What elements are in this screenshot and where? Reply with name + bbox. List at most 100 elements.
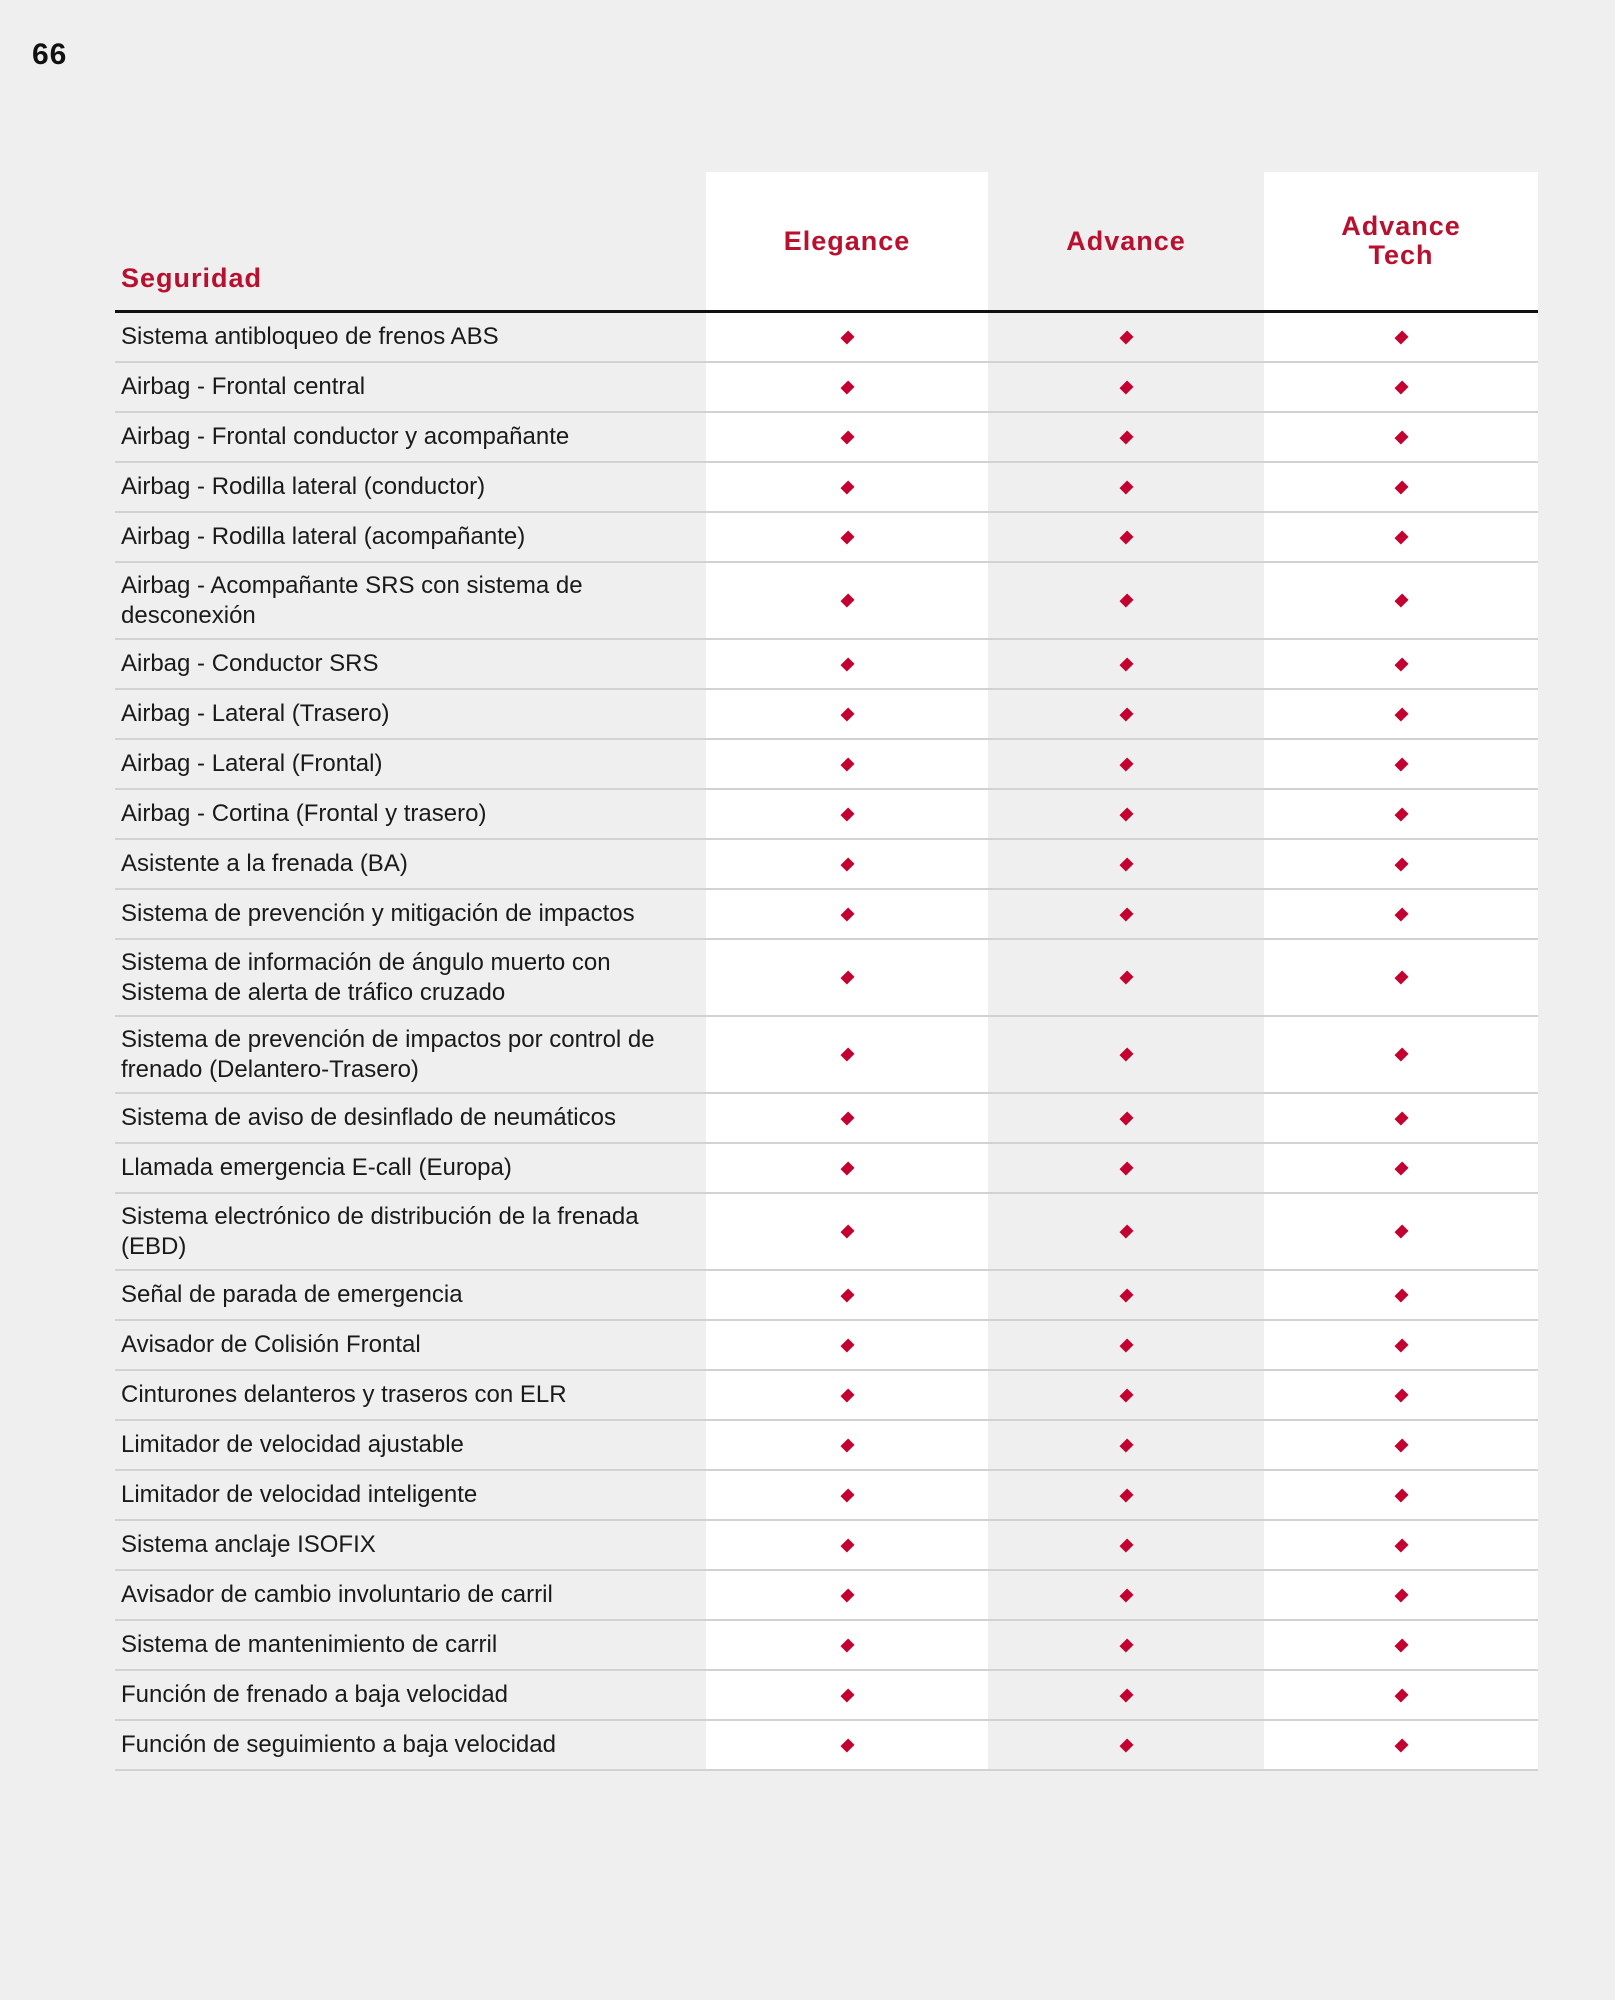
diamond-icon (1118, 806, 1134, 822)
feature-cell-advance-tech (1264, 890, 1538, 938)
feature-cell-elegance (706, 1321, 988, 1369)
feature-cell-elegance (706, 313, 988, 361)
feature-cell-elegance (706, 840, 988, 888)
table-row: Función de seguimiento a baja velocidad (115, 1721, 1538, 1771)
feature-cell-advance-tech (1264, 563, 1538, 638)
feature-cell-elegance (706, 1521, 988, 1569)
feature-label: Sistema de prevención y mitigación de im… (121, 900, 635, 927)
feature-cell-elegance (706, 940, 988, 1015)
feature-cell-elegance (706, 1671, 988, 1719)
feature-cell-advance-tech (1264, 690, 1538, 738)
feature-label: Airbag - Conductor SRS (121, 650, 379, 677)
feature-cell-advance (988, 1321, 1264, 1369)
feature-label: Airbag - Rodilla lateral (conductor) (121, 473, 486, 500)
feature-cell-advance (988, 1521, 1264, 1569)
feature-label: Airbag - Frontal conductor y acompañante (121, 423, 570, 450)
column-label: Advance Tech (1341, 211, 1461, 270)
diamond-icon (839, 1337, 855, 1353)
column-label: Elegance (783, 225, 911, 256)
feature-cell-advance (988, 1017, 1264, 1092)
diamond-icon (1118, 1437, 1134, 1453)
feature-cell-advance (988, 1194, 1264, 1269)
table-row: Cinturones delanteros y traseros con ELR (115, 1371, 1538, 1421)
table-row: Sistema de aviso de desinflado de neumát… (115, 1094, 1538, 1144)
feature-cell-elegance (706, 363, 988, 411)
diamond-icon (839, 1387, 855, 1403)
diamond-icon (1393, 1287, 1409, 1303)
feature-cell-advance (988, 790, 1264, 838)
feature-cell-advance (988, 890, 1264, 938)
feature-label: Airbag - Cortina (Frontal y trasero) (121, 800, 487, 827)
feature-cell-advance (988, 313, 1264, 361)
feature-cell-advance-tech (1264, 740, 1538, 788)
table-row: Sistema de mantenimiento de carril (115, 1621, 1538, 1671)
feature-label: Airbag - Lateral (Trasero) (121, 700, 390, 727)
diamond-icon (839, 379, 855, 395)
diamond-icon (1393, 806, 1409, 822)
feature-label: Avisador de cambio involuntario de carri… (121, 1581, 553, 1608)
column-header-advance: Advance (988, 172, 1264, 310)
diamond-icon (1393, 1487, 1409, 1503)
diamond-icon (1118, 906, 1134, 922)
diamond-icon (1118, 1737, 1134, 1753)
feature-cell-advance-tech (1264, 1144, 1538, 1192)
feature-cell-elegance (706, 1194, 988, 1269)
feature-label: Cinturones delanteros y traseros con ELR (121, 1381, 567, 1408)
feature-cell-elegance (706, 413, 988, 461)
diamond-icon (1118, 1110, 1134, 1126)
table-row: Airbag - Frontal conductor y acompañante (115, 413, 1538, 463)
diamond-icon (1393, 1637, 1409, 1653)
feature-cell-elegance (706, 1271, 988, 1319)
diamond-icon (1393, 1737, 1409, 1753)
diamond-icon (839, 1047, 855, 1062)
table-row: Avisador de Colisión Frontal (115, 1321, 1538, 1371)
diamond-icon (1393, 1110, 1409, 1126)
feature-cell-advance-tech (1264, 790, 1538, 838)
diamond-icon (839, 856, 855, 872)
column-label: Advance (1066, 225, 1186, 256)
feature-cell-advance (988, 1421, 1264, 1469)
feature-cell-advance-tech (1264, 1017, 1538, 1092)
feature-cell-advance (988, 1271, 1264, 1319)
diamond-icon (1393, 593, 1409, 608)
table-row: Sistema electrónico de distribución de l… (115, 1194, 1538, 1271)
section-title: Seguridad (121, 263, 263, 293)
diamond-icon (1118, 593, 1134, 608)
diamond-icon (1118, 1487, 1134, 1503)
feature-cell-advance-tech (1264, 1521, 1538, 1569)
feature-label: Limitador de velocidad ajustable (121, 1431, 464, 1458)
diamond-icon (839, 1737, 855, 1753)
diamond-icon (1118, 1687, 1134, 1703)
table-row: Señal de parada de emergencia (115, 1271, 1538, 1321)
table-header: Seguridad Elegance Advance Advance Tech (115, 172, 1538, 313)
diamond-icon (1393, 429, 1409, 445)
diamond-icon (1118, 379, 1134, 395)
feature-cell-advance (988, 363, 1264, 411)
diamond-icon (1393, 1337, 1409, 1353)
feature-cell-elegance (706, 890, 988, 938)
diamond-icon (839, 1110, 855, 1126)
diamond-icon (1393, 1437, 1409, 1453)
table-row: Sistema antibloqueo de frenos ABS (115, 313, 1538, 363)
table-row: Asistente a la frenada (BA) (115, 840, 1538, 890)
feature-cell-advance-tech (1264, 1421, 1538, 1469)
diamond-icon (1118, 1587, 1134, 1603)
feature-cell-advance-tech (1264, 640, 1538, 688)
feature-cell-advance-tech (1264, 1471, 1538, 1519)
table-row: Sistema de prevención de impactos por co… (115, 1017, 1538, 1094)
feature-cell-elegance (706, 640, 988, 688)
diamond-icon (1393, 1687, 1409, 1703)
feature-label: Sistema anclaje ISOFIX (121, 1531, 376, 1558)
feature-cell-advance (988, 1471, 1264, 1519)
diamond-icon (839, 656, 855, 672)
feature-cell-advance (988, 840, 1264, 888)
page-number: 66 (32, 38, 68, 71)
table-row: Función de frenado a baja velocidad (115, 1671, 1538, 1721)
feature-cell-advance-tech (1264, 1271, 1538, 1319)
diamond-icon (1393, 1587, 1409, 1603)
feature-cell-elegance (706, 1421, 988, 1469)
table-row: Airbag - Rodilla lateral (acompañante) (115, 513, 1538, 563)
diamond-icon (1393, 1387, 1409, 1403)
feature-cell-advance (988, 1721, 1264, 1769)
diamond-icon (1118, 970, 1134, 985)
